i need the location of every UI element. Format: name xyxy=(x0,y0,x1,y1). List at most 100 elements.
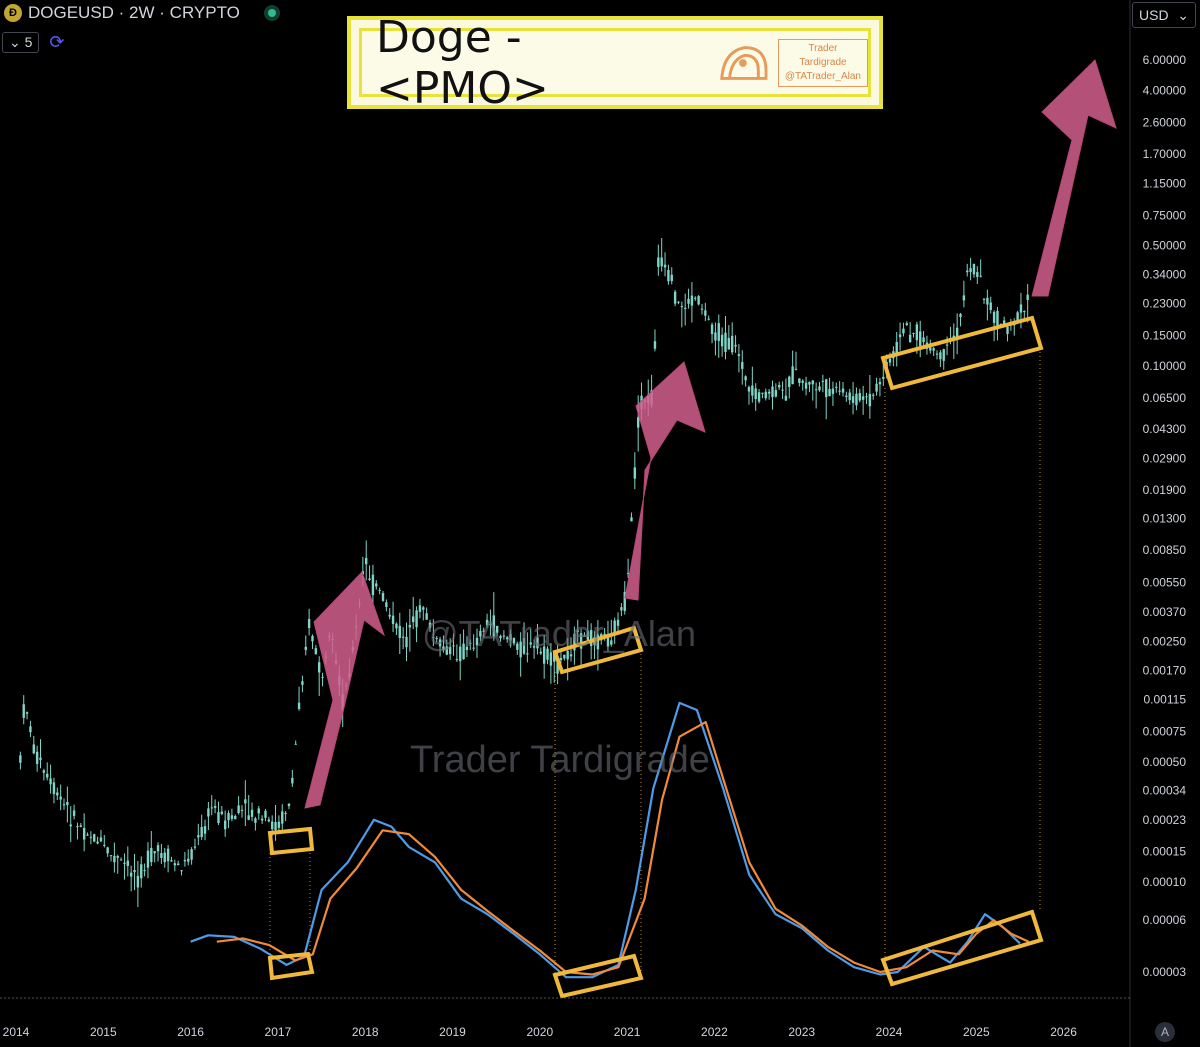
candle-body xyxy=(835,386,838,388)
candle-body xyxy=(89,836,93,838)
candle-body xyxy=(401,636,405,638)
candle-body xyxy=(831,388,835,394)
candle-body xyxy=(455,659,459,661)
highlight-box xyxy=(267,951,315,981)
candle-body xyxy=(495,625,499,633)
collapse-toggle[interactable]: ⌄ 5 xyxy=(2,32,40,53)
candle-body xyxy=(512,637,516,644)
candle-body xyxy=(143,870,146,872)
y-tick-label: 0.06500 xyxy=(1143,391,1187,405)
y-tick-label: 1.70000 xyxy=(1143,147,1187,161)
candle-body xyxy=(375,583,378,587)
candle-body xyxy=(59,796,62,800)
candle-body xyxy=(804,382,808,389)
price-axis[interactable]: 6.00000 4.00000 2.60000 1.70000 1.15000 0.750… xyxy=(1143,53,1187,979)
candle-body xyxy=(838,390,841,392)
candle-body xyxy=(277,821,281,828)
candle-body xyxy=(734,344,737,347)
time-axis[interactable]: 2014 2015 2016 2017 2018 2019 2020 2021 2022 2023… xyxy=(3,1025,1078,1039)
chevron-down-icon: ⌄ xyxy=(1177,6,1189,23)
y-tick-label: 0.00850 xyxy=(1143,543,1187,557)
live-dot-icon xyxy=(267,9,276,17)
candle-body xyxy=(821,380,825,382)
candle-body xyxy=(902,328,905,334)
candle-body xyxy=(207,808,210,817)
candle-body xyxy=(583,635,586,637)
candle-body xyxy=(489,623,492,625)
candle-body xyxy=(673,291,677,304)
candle-body xyxy=(653,341,657,349)
candle-body xyxy=(287,803,291,807)
candle-body xyxy=(361,571,365,575)
candle-body xyxy=(116,856,119,858)
y-tick-label: 0.04300 xyxy=(1143,422,1187,436)
candle-body xyxy=(573,633,576,651)
title-banner: Doge - <PMO> Trader Tardigrade @TATrader… xyxy=(347,12,883,114)
candle-body xyxy=(284,813,287,815)
symbol-line[interactable]: DOGEUSD · 2W · CRYPTO xyxy=(28,3,240,22)
candle-body xyxy=(459,646,462,662)
price-candles xyxy=(19,238,1029,907)
y-tick-label: 0.00050 xyxy=(1143,755,1187,769)
x-tick-label: 2020 xyxy=(526,1025,553,1039)
candle-body xyxy=(542,646,546,664)
candle-body xyxy=(959,313,962,318)
candle-body xyxy=(418,605,422,612)
chart-title: Doge - <PMO> xyxy=(376,11,549,114)
title-banner-inner: Doge - <PMO> Trader Tardigrade @TATrader… xyxy=(359,12,871,114)
candle-body xyxy=(539,651,543,654)
auto-scale-button[interactable]: A xyxy=(1155,1022,1175,1042)
candle-body xyxy=(898,334,902,338)
currency-select[interactable]: USD ⌄ xyxy=(1132,2,1196,28)
candle-body xyxy=(32,744,35,754)
candle-body xyxy=(475,637,479,646)
candle-body xyxy=(378,589,381,591)
candle-body xyxy=(814,389,818,391)
candle-body xyxy=(774,390,778,397)
candle-body xyxy=(240,809,244,811)
candle-body xyxy=(448,646,452,655)
candle-body xyxy=(559,657,563,661)
candle-body xyxy=(119,859,123,861)
candle-body xyxy=(556,662,559,674)
candle-body xyxy=(136,875,140,888)
candle-body xyxy=(569,654,573,657)
candle-body xyxy=(939,352,942,360)
candle-body xyxy=(304,646,307,650)
y-tick-label: 0.50000 xyxy=(1143,239,1187,253)
candle-body xyxy=(385,602,388,608)
candle-body xyxy=(996,310,999,326)
brand-line1: Trader Tardigrade xyxy=(799,42,847,68)
candle-body xyxy=(798,378,801,383)
candle-body xyxy=(845,395,848,398)
candle-body xyxy=(915,324,919,341)
candle-body xyxy=(156,845,160,852)
candle-body xyxy=(465,646,469,651)
candle-body xyxy=(878,381,882,385)
candle-body xyxy=(170,860,173,862)
candle-body xyxy=(737,354,741,357)
candle-body xyxy=(700,308,704,310)
candle-body xyxy=(237,805,240,814)
candle-body xyxy=(697,296,700,305)
candle-body xyxy=(140,864,143,879)
symbol-header[interactable]: Ð DOGEUSD · 2W · CRYPTO xyxy=(4,3,276,23)
candle-body xyxy=(982,298,986,300)
candle-body xyxy=(22,704,25,718)
candle-body xyxy=(485,619,489,626)
candle-body xyxy=(160,853,163,858)
candle-body xyxy=(29,726,32,733)
refresh-icon[interactable]: ⟳ xyxy=(49,32,65,52)
candle-body xyxy=(482,630,485,632)
y-tick-label: 0.02900 xyxy=(1143,451,1187,465)
candle-body xyxy=(166,848,170,862)
y-tick-label: 0.00250 xyxy=(1143,635,1187,649)
candle-body xyxy=(479,630,482,637)
candle-body xyxy=(720,334,724,347)
candle-body xyxy=(529,642,532,645)
candle-body xyxy=(872,394,875,396)
highlight-box xyxy=(880,315,1044,391)
candle-body xyxy=(999,323,1003,325)
candle-body xyxy=(183,859,187,862)
